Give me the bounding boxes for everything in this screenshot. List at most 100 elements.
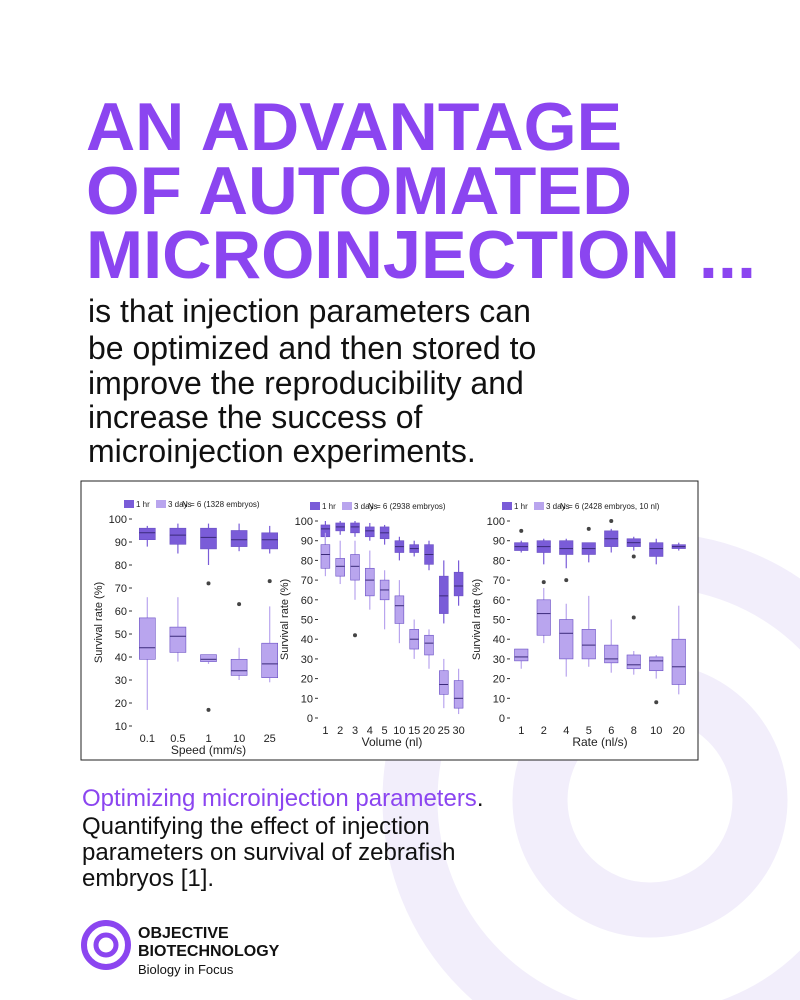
box <box>230 530 248 547</box>
y-tick-label: 40 <box>115 652 127 664</box>
x-tick-label: 4 <box>563 725 569 737</box>
box <box>671 638 686 685</box>
x-tick-label: 10 <box>650 725 662 737</box>
body-line: microinjection experiments. <box>88 433 476 469</box>
box <box>536 599 551 636</box>
legend-swatch <box>502 502 512 510</box>
box <box>394 595 405 624</box>
legend-label: 1 hr <box>322 502 336 511</box>
y-tick-label: 10 <box>301 693 313 705</box>
outlier <box>206 581 211 586</box>
legend-swatch <box>342 502 352 510</box>
y-tick-label: 70 <box>301 575 313 587</box>
legend-swatch <box>534 502 544 510</box>
box <box>230 658 248 676</box>
x-tick-label: 2 <box>541 725 547 737</box>
x-tick-label: 10 <box>393 725 405 737</box>
x-tick-label: 10 <box>233 733 245 745</box>
outlier <box>631 554 636 559</box>
y-tick-label: 70 <box>493 575 505 587</box>
x-tick-label: 4 <box>367 725 373 737</box>
legend-swatch <box>310 502 320 510</box>
x-tick-label: 1 <box>322 725 328 737</box>
y-tick-label: 40 <box>493 634 505 646</box>
y-tick-label: 100 <box>109 514 127 526</box>
y-tick-label: 80 <box>301 555 313 567</box>
box <box>581 629 596 660</box>
x-tick-label: 15 <box>408 725 420 737</box>
x-tick-label: 5 <box>586 725 592 737</box>
outlier <box>609 519 614 523</box>
x-tick-label: 6 <box>608 725 614 737</box>
x-tick-label: 1 <box>205 733 211 745</box>
body-line: improve the reproducibility and <box>88 365 524 401</box>
logo-name: BIOTECHNOLOGY <box>138 943 280 960</box>
legend-label: 3 days <box>354 502 378 511</box>
note: N = 6 (1328 embryos) <box>182 500 260 509</box>
y-tick-label: 10 <box>493 693 505 705</box>
box <box>365 567 375 597</box>
legend-label: 1 hr <box>136 500 150 509</box>
logo-icon <box>81 920 131 970</box>
caption-end: . <box>477 785 484 812</box>
y-tick-label: 60 <box>115 606 127 618</box>
outlier <box>353 633 357 638</box>
box <box>320 544 331 569</box>
x-tick-label: 2 <box>337 725 343 737</box>
note: N = 6 (2428 embryos, 10 nl) <box>560 502 660 511</box>
caption-line: parameters on survival of zebrafish <box>82 839 456 866</box>
box <box>626 654 641 670</box>
logo-name: OBJECTIVE <box>138 925 229 942</box>
box <box>261 642 279 679</box>
legend-label: 3 days <box>546 502 570 511</box>
box <box>200 654 217 662</box>
outlier <box>586 526 591 531</box>
title-line: OF AUTOMATED <box>86 153 632 229</box>
box <box>350 554 360 581</box>
y-tick-label: 10 <box>115 721 127 733</box>
box <box>261 532 279 550</box>
legend-swatch <box>156 500 166 508</box>
y-tick-label: 80 <box>115 560 127 572</box>
box <box>453 571 464 597</box>
x-tick-label: 5 <box>382 725 388 737</box>
box <box>559 540 574 555</box>
box <box>169 527 187 545</box>
caption-title: Optimizing microinjection parameters. <box>82 785 483 812</box>
box <box>439 670 449 695</box>
x-axis-label: Rate (nl/s) <box>572 735 627 749</box>
body-line: is that injection parameters can <box>88 293 531 329</box>
box <box>139 617 156 660</box>
y-tick-label: 60 <box>493 595 505 607</box>
box <box>335 558 345 577</box>
box <box>649 542 664 557</box>
outlier <box>519 528 524 533</box>
outlier <box>564 578 569 583</box>
outlier <box>267 579 272 584</box>
box <box>649 656 664 672</box>
x-tick-label: 8 <box>631 725 637 737</box>
x-tick-label: 20 <box>423 725 435 737</box>
legend-label: 3 days <box>168 500 192 509</box>
outlier <box>206 707 211 712</box>
y-tick-label: 0 <box>307 713 313 725</box>
y-axis-label: Survival rate (%) <box>471 579 483 660</box>
x-tick-label: 25 <box>438 725 450 737</box>
box <box>514 648 529 662</box>
legend-label: 1 hr <box>514 502 528 511</box>
box <box>350 522 360 534</box>
outlier <box>237 602 242 607</box>
y-tick-label: 30 <box>493 654 505 666</box>
y-tick-label: 70 <box>115 583 127 595</box>
box <box>604 644 619 664</box>
box <box>169 626 187 653</box>
note: N = 6 (2938 embryos) <box>368 502 446 511</box>
x-tick-label: 1 <box>518 725 524 737</box>
box <box>139 527 156 541</box>
x-axis-label: Speed (mm/s) <box>171 743 246 757</box>
y-tick-label: 90 <box>115 537 127 549</box>
y-tick-label: 30 <box>301 654 313 666</box>
body-line: be optimized and then stored to <box>88 330 536 366</box>
